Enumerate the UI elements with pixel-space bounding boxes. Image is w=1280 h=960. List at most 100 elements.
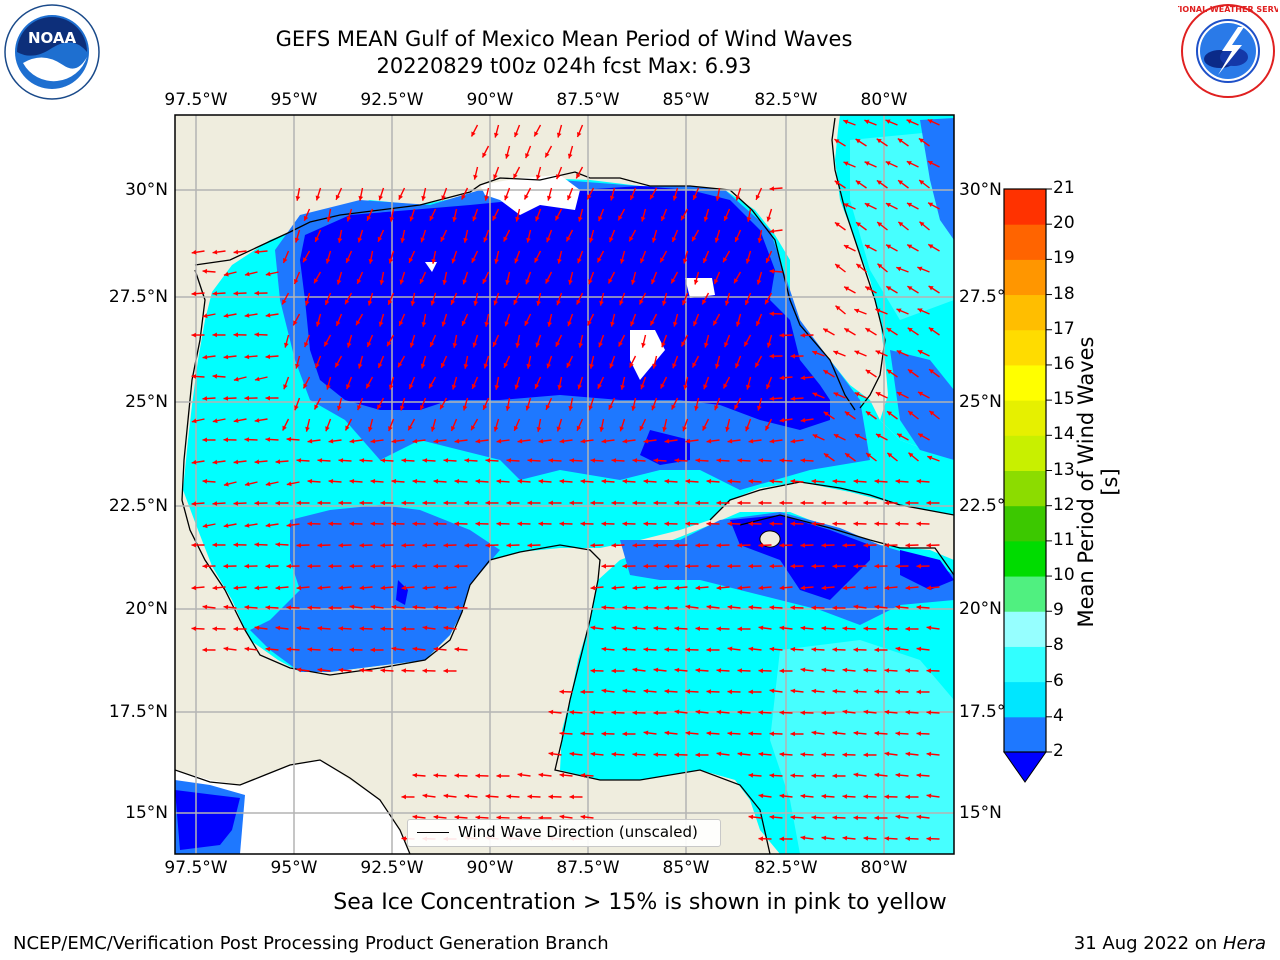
- wind-wave-arrowhead: [191, 585, 197, 591]
- wind-wave-arrowhead: [303, 383, 308, 389]
- wind-wave-arrowhead: [440, 404, 445, 410]
- wind-wave-arrowhead: [632, 667, 638, 673]
- wind-wave-arrowhead: [832, 563, 837, 569]
- wind-wave-arrowhead: [191, 501, 197, 507]
- wind-wave-arrowhead: [328, 605, 333, 611]
- wind-wave-arrowhead: [254, 332, 259, 337]
- wind-wave-arrowhead: [653, 500, 658, 506]
- wind-wave-arrowhead: [294, 405, 299, 411]
- wind-wave-arrowhead: [513, 299, 518, 305]
- wind-wave-arrowhead: [608, 404, 613, 410]
- wind-wave-arrowhead: [727, 604, 733, 610]
- wind-wave-arrowhead: [874, 478, 880, 484]
- wind-wave-arrowhead: [865, 411, 871, 416]
- wind-wave-arrowhead: [622, 731, 627, 737]
- wind-wave-arrowhead: [916, 689, 921, 695]
- wind-wave-arrowhead: [505, 279, 510, 285]
- wind-wave-arrowhead: [212, 542, 217, 548]
- lon-label-bottom: 85°W: [662, 858, 710, 878]
- wind-wave-arrowhead: [704, 342, 709, 348]
- wind-wave-arrowhead: [800, 375, 806, 381]
- wind-wave-arrowhead: [463, 364, 469, 369]
- wind-wave-arrowhead: [429, 383, 434, 389]
- wind-wave-arrowhead: [842, 794, 848, 799]
- wind-wave-arrowhead: [611, 668, 616, 674]
- wind-wave-arrowhead: [398, 362, 403, 368]
- wind-wave-arrowhead: [748, 772, 754, 778]
- wind-wave-arrowhead: [643, 688, 649, 694]
- wind-wave-arrowhead: [928, 202, 934, 207]
- wind-wave-arrowhead: [660, 257, 665, 263]
- wind-wave-arrowhead: [895, 646, 901, 652]
- wind-wave-arrowhead: [412, 521, 417, 527]
- wind-wave-arrowhead: [202, 313, 208, 319]
- wind-wave-arrowhead: [515, 342, 521, 348]
- wind-wave-arrowhead: [884, 836, 890, 841]
- wind-wave-arrowhead: [800, 417, 806, 423]
- wind-wave-arrowhead: [317, 500, 322, 506]
- wind-wave-arrowhead: [748, 521, 753, 527]
- wind-wave-arrowhead: [884, 585, 890, 591]
- wind-wave-arrowhead: [884, 709, 890, 715]
- wind-wave-arrowhead: [908, 452, 914, 458]
- wind-wave-arrowhead: [832, 605, 837, 611]
- wind-wave-arrowhead: [790, 478, 796, 484]
- wind-wave-arrowhead: [525, 279, 530, 285]
- wind-wave-arrowhead: [534, 383, 540, 389]
- wind-wave-arrowhead: [685, 647, 690, 653]
- wind-wave-arrowhead: [590, 710, 596, 715]
- wind-wave-arrowhead: [715, 363, 720, 369]
- wind-wave-arrowhead: [506, 543, 511, 548]
- coastline-mexico: [181, 269, 771, 854]
- wind-wave-arrowhead: [475, 521, 480, 527]
- wind-wave-arrowhead: [653, 585, 659, 591]
- noaa-logo: NOAA: [4, 4, 100, 100]
- colorbar-segment: [1004, 646, 1046, 683]
- wind-wave-arrowhead: [401, 458, 407, 463]
- wind-wave-arrowhead: [685, 563, 690, 569]
- wind-wave-arrowhead: [769, 646, 775, 652]
- wind-wave-arrowhead: [916, 814, 922, 820]
- wind-wave-arrowhead: [671, 278, 676, 284]
- wind-wave-arrowhead: [461, 320, 467, 326]
- wind-wave-arrowhead: [874, 772, 880, 778]
- wind-wave-arrowhead: [265, 522, 271, 528]
- wind-wave-arrowhead: [929, 410, 935, 416]
- map-frame: [174, 114, 955, 855]
- wind-wave-arrowhead: [651, 237, 657, 243]
- wind-wave-arrowhead: [653, 458, 659, 463]
- wind-wave-arrowhead: [409, 384, 414, 389]
- wind-wave-arrowhead: [790, 396, 796, 401]
- wind-wave-arrowhead: [422, 625, 428, 631]
- wind-wave-arrowhead: [885, 161, 891, 166]
- lat-label-left: 20°N: [125, 599, 168, 619]
- wind-wave-arrowhead: [370, 478, 376, 484]
- wind-wave-arrowhead: [597, 257, 602, 263]
- wind-wave-arrowhead: [661, 342, 666, 348]
- wind-wave-arrowhead: [790, 521, 795, 527]
- wind-wave-arrowhead: [790, 646, 796, 652]
- wind-wave-arrowhead: [191, 542, 196, 548]
- wind-wave-arrowhead: [896, 350, 902, 355]
- wind-wave-arrowhead: [832, 730, 838, 736]
- wind-wave-arrowhead: [535, 342, 540, 348]
- wind-wave-arrowhead: [304, 300, 310, 306]
- wind-wave-arrowhead: [391, 478, 397, 484]
- wind-wave-arrowhead: [863, 709, 869, 715]
- wind-wave-arrowhead: [349, 563, 354, 569]
- wind-wave-arrowhead: [695, 626, 700, 631]
- wind-wave-arrowhead: [580, 689, 585, 695]
- lat-label-right: 20°N: [959, 599, 1002, 619]
- wind-wave-arrowhead: [559, 731, 565, 736]
- colorbar-segment: [1004, 400, 1046, 436]
- wind-wave-arrowhead: [601, 521, 606, 527]
- wind-wave-arrowhead: [758, 585, 764, 591]
- wind-wave-arrowhead: [664, 438, 670, 444]
- wind-wave-arrowhead: [464, 458, 470, 463]
- wind-wave-arrowhead: [917, 350, 923, 355]
- wind-wave-arrowhead: [359, 458, 365, 463]
- wind-wave-arrowhead: [843, 161, 849, 166]
- wind-wave-arrowhead: [907, 327, 913, 333]
- wind-wave-arrowhead: [202, 354, 208, 360]
- wind-wave-arrowhead: [695, 458, 701, 463]
